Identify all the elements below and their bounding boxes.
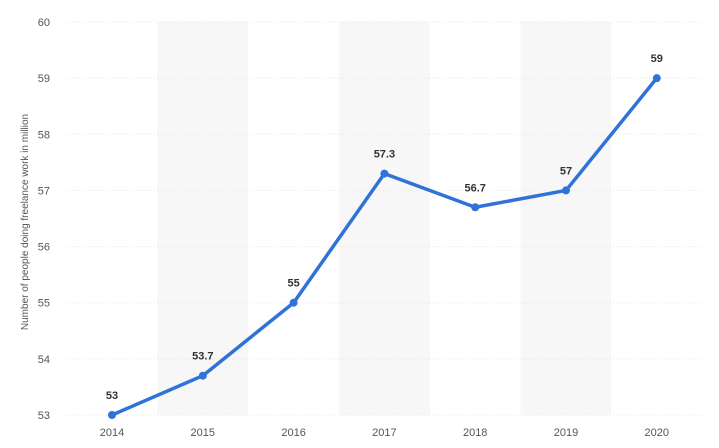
series-group <box>108 74 661 419</box>
data-label: 53.7 <box>192 351 213 363</box>
data-label: 55 <box>287 278 299 290</box>
x-tick-label: 2014 <box>100 427 124 439</box>
alternating-bands <box>157 22 612 415</box>
x-tick-label: 2020 <box>645 427 669 439</box>
data-point[interactable] <box>108 411 116 419</box>
x-tick-label: 2018 <box>463 427 487 439</box>
y-tick-label: 59 <box>38 73 50 85</box>
data-point[interactable] <box>652 74 661 83</box>
data-label: 57 <box>560 165 572 177</box>
y-tick-label: 58 <box>38 129 50 141</box>
x-tick-label: 2017 <box>372 427 396 439</box>
y-axis-ticks: 53 54 55 56 57 58 59 60 <box>38 17 50 422</box>
y-tick-label: 54 <box>38 354 50 366</box>
data-point[interactable] <box>562 186 570 195</box>
y-tick-label: 57 <box>38 185 50 197</box>
band-2019 <box>520 22 612 415</box>
y-axis-label: Number of people doing freelance work in… <box>20 114 31 330</box>
data-label: 59 <box>651 53 663 65</box>
y-tick-label: 60 <box>38 17 50 29</box>
data-point[interactable] <box>380 169 389 178</box>
data-label: 53 <box>106 390 118 402</box>
y-tick-label: 56 <box>38 242 50 254</box>
data-point[interactable] <box>471 203 480 212</box>
x-tick-label: 2019 <box>554 427 578 439</box>
data-point[interactable] <box>198 371 207 380</box>
x-tick-label: 2016 <box>281 427 305 439</box>
data-label: 57.3 <box>374 149 395 161</box>
y-tick-label: 53 <box>38 410 50 422</box>
y-tick-label: 55 <box>38 298 50 310</box>
data-point[interactable] <box>289 298 298 307</box>
gridlines <box>67 21 703 416</box>
x-tick-label: 2015 <box>191 427 215 439</box>
x-axis-ticks: 2014 2015 2016 2017 2018 2019 2020 <box>100 427 669 439</box>
data-labels: 53 53.7 55 57.3 56.7 57 59 <box>106 53 663 402</box>
data-label: 56.7 <box>464 182 485 194</box>
